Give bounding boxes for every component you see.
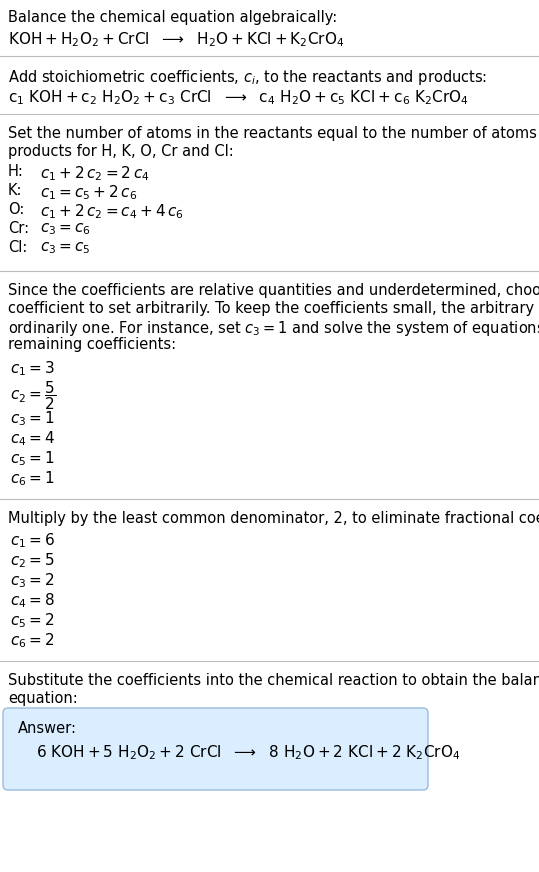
Text: equation:: equation: — [8, 691, 78, 706]
Text: $c_1 = c_5 + 2\,c_6$: $c_1 = c_5 + 2\,c_6$ — [40, 183, 137, 201]
Text: Substitute the coefficients into the chemical reaction to obtain the balanced: Substitute the coefficients into the che… — [8, 673, 539, 688]
Text: $c_6 = 2$: $c_6 = 2$ — [10, 631, 54, 650]
Text: Answer:: Answer: — [18, 721, 77, 736]
Text: remaining coefficients:: remaining coefficients: — [8, 337, 176, 352]
Text: $c_3 = 1$: $c_3 = 1$ — [10, 409, 54, 427]
Text: $c_1 + 2\,c_2 = 2\,c_4$: $c_1 + 2\,c_2 = 2\,c_4$ — [40, 164, 149, 183]
Text: coefficient to set arbitrarily. To keep the coefficients small, the arbitrary va: coefficient to set arbitrarily. To keep … — [8, 301, 539, 316]
Text: $c_1 = 6$: $c_1 = 6$ — [10, 531, 55, 549]
Text: H:: H: — [8, 164, 24, 179]
Text: $c_6 = 1$: $c_6 = 1$ — [10, 469, 54, 487]
Text: Add stoichiometric coefficients, $c_i$, to the reactants and products:: Add stoichiometric coefficients, $c_i$, … — [8, 68, 487, 87]
Text: $c_4 = 8$: $c_4 = 8$ — [10, 591, 55, 610]
Text: K:: K: — [8, 183, 23, 198]
Text: ordinarily one. For instance, set $c_3 = 1$ and solve the system of equations fo: ordinarily one. For instance, set $c_3 =… — [8, 319, 539, 338]
Text: Balance the chemical equation algebraically:: Balance the chemical equation algebraica… — [8, 10, 337, 25]
Text: O:: O: — [8, 202, 24, 217]
Text: Cr:: Cr: — [8, 221, 29, 236]
Text: products for H, K, O, Cr and Cl:: products for H, K, O, Cr and Cl: — [8, 144, 234, 159]
Text: $c_3 = c_5$: $c_3 = c_5$ — [40, 240, 91, 255]
Text: $c_3 = c_6$: $c_3 = c_6$ — [40, 221, 91, 236]
Text: Multiply by the least common denominator, 2, to eliminate fractional coefficient: Multiply by the least common denominator… — [8, 511, 539, 526]
Text: $c_4 = 4$: $c_4 = 4$ — [10, 429, 55, 447]
Text: $\mathrm{KOH + H_2O_2 + CrCl\ \ \longrightarrow\ \ H_2O + KCl + K_2CrO_4}$: $\mathrm{KOH + H_2O_2 + CrCl\ \ \longrig… — [8, 30, 344, 49]
Text: $c_1 = 3$: $c_1 = 3$ — [10, 359, 55, 378]
Text: Since the coefficients are relative quantities and underdetermined, choose a: Since the coefficients are relative quan… — [8, 283, 539, 298]
FancyBboxPatch shape — [3, 708, 428, 790]
Text: $c_5 = 2$: $c_5 = 2$ — [10, 611, 54, 630]
Text: $\mathrm{6\ KOH + 5\ H_2O_2 + 2\ CrCl\ \ \longrightarrow\ \ 8\ H_2O + 2\ KCl + 2: $\mathrm{6\ KOH + 5\ H_2O_2 + 2\ CrCl\ \… — [36, 743, 460, 762]
Text: $c_2 = 5$: $c_2 = 5$ — [10, 551, 54, 569]
Text: $\mathrm{c_1\ KOH + c_2\ H_2O_2 + c_3\ CrCl\ \ \longrightarrow\ \ c_4\ H_2O + c_: $\mathrm{c_1\ KOH + c_2\ H_2O_2 + c_3\ C… — [8, 88, 469, 106]
Text: $c_1 + 2\,c_2 = c_4 + 4\,c_6$: $c_1 + 2\,c_2 = c_4 + 4\,c_6$ — [40, 202, 184, 221]
Text: $c_3 = 2$: $c_3 = 2$ — [10, 571, 54, 589]
Text: Set the number of atoms in the reactants equal to the number of atoms in the: Set the number of atoms in the reactants… — [8, 126, 539, 141]
Text: $c_5 = 1$: $c_5 = 1$ — [10, 449, 54, 467]
Text: $c_2 = \dfrac{5}{2}$: $c_2 = \dfrac{5}{2}$ — [10, 379, 56, 412]
Text: Cl:: Cl: — [8, 240, 27, 255]
